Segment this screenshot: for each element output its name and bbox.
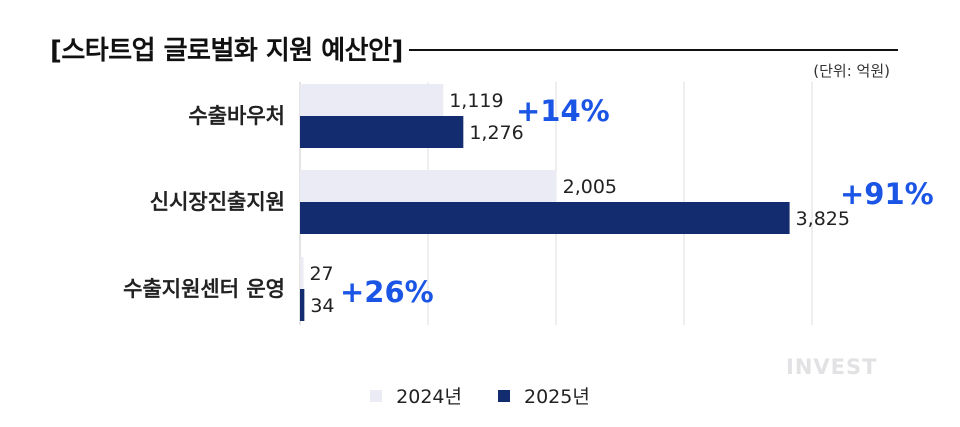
bar-2024	[300, 257, 304, 289]
growth-label: +91%	[840, 177, 934, 211]
category-label: 수출지원센터 운영	[123, 277, 285, 301]
legend-swatch-2025	[498, 389, 510, 402]
title-rule	[408, 49, 898, 51]
data-label: 34	[310, 295, 334, 317]
bar-2025	[300, 116, 464, 148]
data-label: 3,825	[796, 208, 850, 230]
chart-title: [스타트업 글로벌화 지원 예산안]	[50, 35, 403, 66]
growth-label: +14%	[516, 94, 610, 128]
legend: 2024년 2025년	[0, 382, 960, 409]
bar-2025	[300, 289, 305, 321]
category-label: 수출바우처	[188, 104, 285, 128]
category-label: 신시장진출지원	[150, 190, 285, 214]
legend-item-2025: 2025년	[498, 382, 590, 409]
data-label: 27	[309, 263, 333, 285]
legend-item-2024: 2024년	[370, 382, 462, 409]
data-label: 2,005	[563, 176, 617, 198]
title-bar: [스타트업 글로벌화 지원 예산안]	[50, 30, 898, 66]
legend-swatch-2024	[370, 389, 383, 402]
legend-label-2024: 2024년	[396, 386, 462, 408]
bar-2025	[300, 202, 790, 234]
data-label: 1,276	[469, 122, 523, 144]
bar-2024	[300, 170, 557, 202]
data-label: 1,119	[449, 90, 503, 112]
unit-label: (단위: 억원)	[813, 62, 890, 80]
legend-label-2025: 2025년	[524, 386, 590, 408]
watermark: INVEST	[786, 355, 878, 379]
bar-2024	[300, 84, 444, 116]
growth-label: +26%	[340, 275, 434, 309]
